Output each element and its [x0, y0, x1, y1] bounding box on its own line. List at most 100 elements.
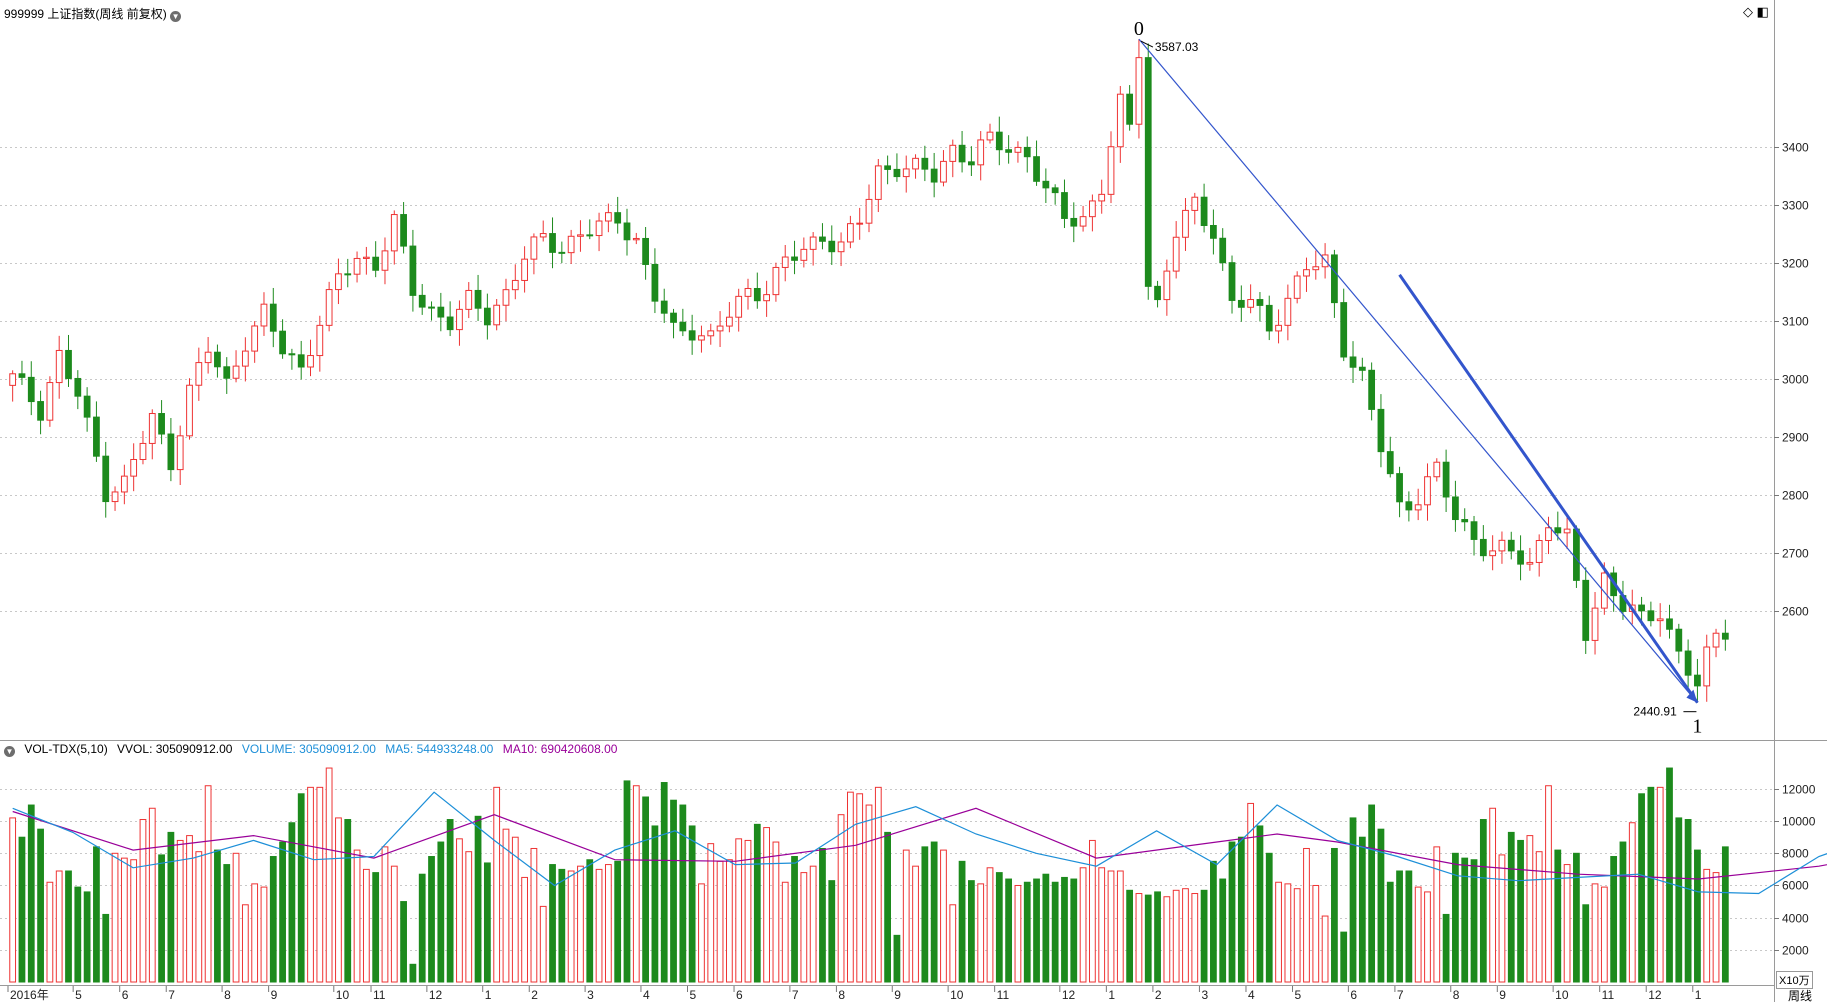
candle-down [1554, 527, 1562, 534]
volume-bar-down [1396, 870, 1403, 983]
candle-up [698, 335, 705, 341]
candle-down [1061, 192, 1068, 219]
candle-up [1191, 196, 1199, 211]
candle-down [819, 236, 826, 242]
volume-bar-down [102, 913, 110, 983]
candle-down [1042, 180, 1050, 189]
candle-down [791, 256, 798, 261]
chevron-down-icon[interactable]: ▼ [170, 11, 182, 22]
volume-bar-up [335, 817, 342, 983]
candle-up [148, 413, 156, 444]
volume-bar-up [632, 785, 640, 983]
candle-up [725, 316, 733, 327]
candle-up [837, 241, 845, 253]
volume-bar-down [1033, 878, 1040, 983]
volume-bar-up [1321, 915, 1329, 983]
volume-bar-down [223, 864, 231, 983]
candle-up [912, 157, 919, 170]
volume-bar-up [949, 904, 957, 983]
volume-bar-up [1535, 851, 1543, 983]
volume-bar-up [1107, 870, 1115, 983]
volume-bar-up [390, 865, 398, 983]
time-tick-label: 11 [997, 988, 1010, 1002]
candle-up [1247, 299, 1255, 308]
candle-down [1358, 366, 1366, 371]
time-tick-label: 6 [1350, 988, 1357, 1002]
candle-down [18, 373, 26, 378]
candle-down [1331, 254, 1338, 304]
volume-bar-up [1191, 893, 1199, 983]
candle-down [83, 395, 91, 418]
time-tick-label: 12 [1062, 988, 1076, 1002]
volume-bar-down [1219, 878, 1227, 983]
volume-bar-down [1507, 831, 1515, 983]
volume-bar-up [120, 857, 128, 983]
volume-bar-down [1442, 913, 1450, 983]
volume-bar-down [1517, 839, 1524, 983]
candle-down [102, 455, 110, 503]
diamond-icon[interactable]: ◇ [1743, 4, 1753, 19]
volume-bar-down [1573, 852, 1580, 983]
vol-indicator: VOL-TDX(5,10) [24, 742, 108, 756]
candle-down [372, 256, 380, 271]
candle-up [874, 165, 882, 200]
volume-bar-down [921, 846, 929, 983]
volume-bar-down [1005, 878, 1013, 983]
candle-up [1414, 504, 1422, 511]
candle-up [1535, 540, 1543, 563]
candle-down [344, 273, 352, 276]
wave-label-end: 1 [1692, 716, 1702, 738]
candle-up [186, 384, 193, 437]
time-tick-label: 9 [1499, 988, 1506, 1002]
volume-bar-down [167, 831, 175, 983]
candle-down [1070, 217, 1078, 227]
volume-bar-up [456, 838, 463, 983]
panel-toggle-icon[interactable]: ◧ [1756, 4, 1769, 19]
toolbar-right: ◇ ◧ [1743, 4, 1769, 20]
candle-up [204, 351, 212, 364]
candle-up [195, 362, 203, 386]
candle-down [930, 168, 938, 183]
candle-down [418, 294, 426, 308]
candle-down [1033, 156, 1040, 182]
volume-bar-up [511, 836, 519, 983]
candle-up [232, 365, 240, 379]
time-tick-label: 5 [1295, 988, 1302, 1002]
candle-up [381, 250, 389, 271]
price-tick-label: 3000 [1782, 373, 1809, 387]
candle-down [558, 251, 566, 254]
candle-up [632, 237, 640, 241]
candle-up [120, 475, 128, 493]
candle-up [865, 198, 873, 224]
price-tick-label: 2700 [1782, 547, 1809, 561]
candle-up [809, 236, 817, 250]
candle-down [1340, 302, 1348, 358]
volume-bar-down [400, 901, 407, 983]
candle-down [65, 349, 72, 379]
volume-bar-up [1703, 868, 1711, 983]
chevron-down-icon[interactable]: ▼ [4, 746, 15, 757]
volume-bar-up [1545, 785, 1552, 983]
candle-down [1368, 369, 1376, 410]
candle-up [595, 220, 603, 237]
volume-bar-up [1498, 854, 1506, 983]
volume-bar-up [241, 904, 249, 983]
candle-down [1386, 451, 1394, 475]
volume-bar-up [1116, 870, 1124, 983]
candle-down [828, 240, 836, 253]
volume-bar-down [1368, 804, 1376, 983]
volume-bar-down [409, 963, 417, 983]
volume-bar-up [1563, 864, 1571, 983]
volume-bar-down [65, 870, 72, 983]
volume-bar-down [819, 847, 826, 983]
volume-value: VOLUME: 305090912.00 [241, 742, 376, 756]
volume-bar-up [940, 849, 947, 983]
volume-bar-down [418, 873, 426, 983]
candle-down [74, 377, 82, 397]
volume-bar-up [9, 817, 17, 983]
volume-bar-up [781, 881, 789, 983]
volume-bar-down [1144, 894, 1152, 983]
volume-bar-up [362, 868, 370, 983]
volume-bar-down [474, 815, 482, 983]
time-tick-label: 7 [792, 988, 799, 1002]
